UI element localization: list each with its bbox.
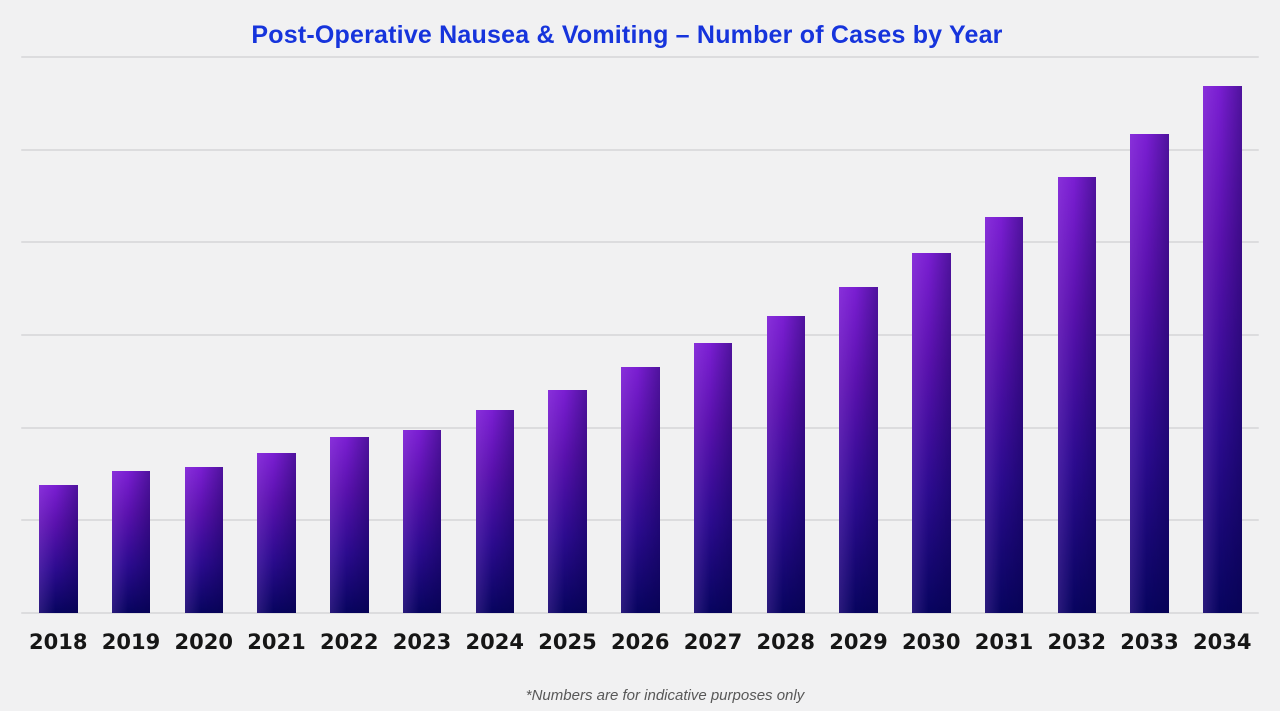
x-tick-label: 2034 bbox=[1193, 630, 1252, 654]
plot-area bbox=[21, 56, 1259, 614]
x-tick-label: 2024 bbox=[465, 630, 524, 654]
bar-2032 bbox=[1057, 177, 1096, 613]
bar-2030 bbox=[912, 253, 951, 613]
footnote: *Numbers are for indicative purposes onl… bbox=[525, 687, 805, 704]
x-tick-label: 2029 bbox=[829, 630, 888, 654]
x-tick-label: 2027 bbox=[683, 630, 743, 654]
bar-2031 bbox=[984, 217, 1024, 613]
bar-2019 bbox=[111, 471, 151, 613]
bar-2029 bbox=[839, 286, 878, 613]
x-tick-label: 2022 bbox=[320, 630, 379, 654]
gridline bbox=[21, 334, 1259, 336]
bar-2020 bbox=[184, 466, 223, 613]
x-tick-label: 2025 bbox=[538, 630, 597, 654]
gridline bbox=[21, 148, 1259, 151]
bar-2021 bbox=[257, 452, 296, 613]
bar-2033 bbox=[1130, 133, 1169, 613]
x-tick-label: 2023 bbox=[392, 630, 452, 654]
x-tick-label: 2031 bbox=[974, 630, 1034, 654]
x-tick-label: 2019 bbox=[101, 630, 161, 654]
gridline bbox=[21, 241, 1259, 244]
x-tick-label: 2030 bbox=[902, 630, 961, 654]
x-tick-label: 2032 bbox=[1047, 630, 1106, 654]
bar-2018 bbox=[39, 485, 78, 613]
x-tick-label: 2018 bbox=[29, 630, 88, 654]
gridline bbox=[21, 56, 1259, 58]
bar-2024 bbox=[475, 410, 514, 613]
x-tick-label: 2021 bbox=[247, 630, 306, 654]
bar-2022 bbox=[330, 436, 369, 613]
x-tick-label: 2026 bbox=[611, 630, 670, 654]
bar-2028 bbox=[766, 316, 805, 613]
x-tick-label: 2033 bbox=[1120, 630, 1179, 654]
bar-2026 bbox=[621, 367, 660, 613]
bar-2025 bbox=[548, 389, 587, 613]
gridline bbox=[21, 612, 1259, 614]
bar-2034 bbox=[1203, 85, 1242, 613]
x-tick-label: 2028 bbox=[756, 630, 815, 654]
bar-2027 bbox=[693, 343, 733, 613]
bar-2023 bbox=[402, 429, 442, 613]
bottom-margin bbox=[0, 711, 1280, 720]
x-tick-label: 2020 bbox=[174, 630, 233, 654]
chart-title: Post-Operative Nausea & Vomiting – Numbe… bbox=[251, 21, 1003, 49]
